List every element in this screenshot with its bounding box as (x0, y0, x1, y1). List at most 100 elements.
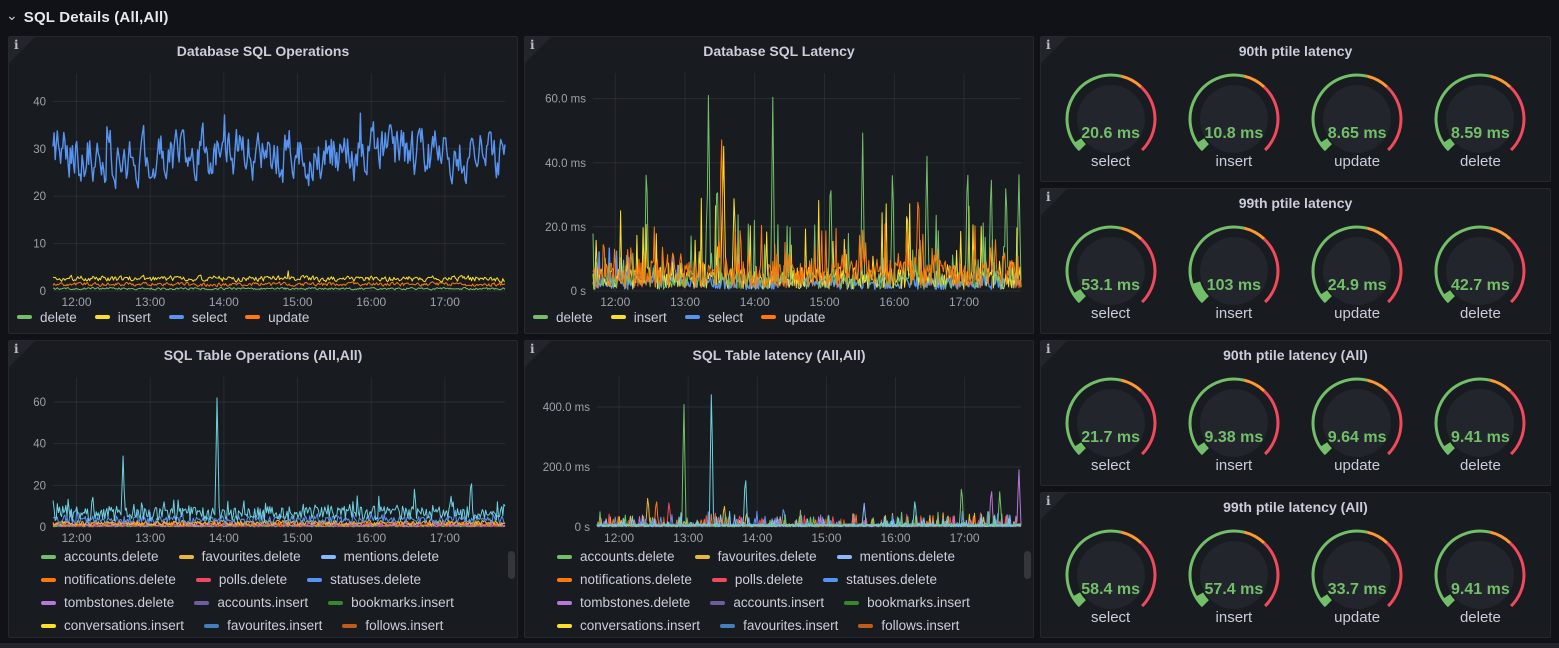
info-icon: i (14, 342, 19, 356)
legend-series-label: accounts.delete (580, 549, 675, 564)
x-tick-label: 13:00 (673, 531, 703, 545)
panel-info-corner[interactable]: i (1041, 189, 1067, 215)
legend-series-swatch (41, 623, 56, 628)
legend-item-favourites-insert[interactable]: favourites.insert (204, 616, 322, 633)
legend-item-accounts-insert[interactable]: accounts.insert (710, 593, 824, 612)
legend-item-insert[interactable]: insert (610, 308, 667, 327)
legend-series-swatch (245, 315, 261, 319)
chart-sql-table-operations[interactable]: 0 20 40 60 12:00 13:00 14:00 15:00 16:00 17:00 (17, 369, 511, 552)
legend-item-favourites-insert[interactable]: favourites.insert (720, 616, 838, 633)
legend-series-label: statuses.delete (330, 572, 421, 587)
legend-series-label: follows.insert (365, 618, 444, 633)
legend-item-bookmarks-insert[interactable]: bookmarks.insert (844, 593, 970, 612)
gauge-series-label: update (1334, 457, 1381, 474)
legend-item-tombstones-delete[interactable]: tombstones.delete (41, 593, 174, 612)
legend-item-follows-insert[interactable]: follows.insert (858, 616, 959, 633)
legend-series-swatch (168, 315, 184, 319)
panel-info-corner[interactable]: i (525, 37, 551, 63)
panel-info-corner[interactable]: i (1041, 37, 1067, 63)
gauge-select: 21.7 ms select (1049, 371, 1172, 483)
legend-series-swatch (610, 315, 626, 319)
legend-series-label: bookmarks.insert (867, 595, 970, 610)
legend-item-update[interactable]: update (761, 308, 825, 327)
gauge-insert: 9.38 ms insert (1172, 371, 1295, 483)
legend-item-polls-delete[interactable]: polls.delete (195, 570, 287, 589)
gauge-series-label: insert (1215, 609, 1253, 626)
legend-scrollbar[interactable] (1024, 551, 1031, 579)
legend-item-delete[interactable]: delete (533, 308, 593, 327)
legend-item-insert[interactable]: insert (94, 308, 151, 327)
legend-item-tombstones-delete[interactable]: tombstones.delete (557, 593, 690, 612)
chart-sql-table-latency[interactable]: 0 s 200.0 ms 400.0 ms 12:00 13:00 14:00 15:00 1… (533, 369, 1027, 552)
panel-info-corner[interactable]: i (9, 341, 35, 367)
legend-item-accounts-delete[interactable]: accounts.delete (557, 547, 675, 566)
panel-info-corner[interactable]: i (1041, 341, 1067, 367)
gauge-value: 8.65 ms (1327, 125, 1387, 142)
legend-item-select[interactable]: select (684, 308, 743, 327)
info-icon: i (14, 38, 19, 52)
panel-title[interactable]: Database SQL Operations (176, 43, 350, 59)
gauge-update: 9.64 ms update (1296, 371, 1419, 483)
gauge-series-label: select (1091, 457, 1131, 474)
legend-series-label: notifications.delete (64, 572, 176, 587)
legend-item-notifications-delete[interactable]: notifications.delete (41, 570, 176, 589)
legend-series-label: favourites.delete (717, 549, 817, 564)
gauge-update: 33.7 ms update (1296, 523, 1419, 635)
legend-item-accounts-delete[interactable]: accounts.delete (41, 547, 159, 566)
legend-series-label: accounts.insert (217, 595, 309, 610)
gauge-series-label: delete (1459, 153, 1501, 170)
panel-title[interactable]: SQL Table latency (All,All) (692, 347, 866, 363)
legend-series-label: statuses.delete (846, 572, 937, 587)
panel-title[interactable]: 90th ptile latency (1238, 43, 1353, 59)
y-tick-label: 30 (33, 144, 46, 156)
legend-series-label: insert (117, 309, 151, 325)
legend-series-swatch (710, 600, 726, 605)
legend-item-polls-delete[interactable]: polls.delete (711, 570, 803, 589)
panel-info-corner[interactable]: i (525, 341, 551, 367)
x-tick-label: 12:00 (600, 295, 630, 309)
info-icon: i (1046, 494, 1051, 508)
x-tick-label: 14:00 (209, 531, 239, 545)
legend-item-update[interactable]: update (245, 308, 309, 327)
legend-item-delete[interactable]: delete (17, 308, 77, 327)
panel-title[interactable]: 90th ptile latency (All) (1223, 347, 1368, 363)
gauge-select: 58.4 ms select (1049, 523, 1172, 635)
panel-title[interactable]: Database SQL Latency (703, 43, 855, 59)
chart-database-sql-latency[interactable]: 0 s 20.0 ms 40.0 ms 60.0 ms 12:00 13:00 14:00 1… (533, 65, 1027, 316)
legend-item-bookmarks-insert[interactable]: bookmarks.insert (328, 593, 454, 612)
legend-item-statuses-delete[interactable]: statuses.delete (307, 570, 421, 589)
panel-title[interactable]: SQL Table Operations (All,All) (163, 347, 363, 363)
legend-item-favourites-delete[interactable]: favourites.delete (178, 547, 301, 566)
legend-item-statuses-delete[interactable]: statuses.delete (823, 570, 937, 589)
legend-item-favourites-delete[interactable]: favourites.delete (694, 547, 817, 566)
legend-series-label: tombstones.delete (64, 595, 175, 610)
legend-series-label: follows.insert (881, 618, 960, 633)
legend-item-conversations-insert[interactable]: conversations.insert (41, 616, 184, 633)
legend-series-swatch (720, 623, 736, 628)
panel-info-corner[interactable]: i (9, 37, 35, 63)
legend-item-conversations-insert[interactable]: conversations.insert (557, 616, 700, 633)
info-icon: i (530, 342, 535, 356)
collapsed-row-edge (0, 643, 1559, 648)
legend-series-label: favourites.delete (201, 549, 301, 564)
legend-item-accounts-insert[interactable]: accounts.insert (194, 593, 308, 612)
y-tick-label: 0 s (571, 286, 587, 298)
chart-database-sql-operations[interactable]: 0 10 20 30 40 12:00 13:00 14:00 15:00 16:00 17:00 (17, 65, 511, 316)
gauge-insert: 103 ms insert (1172, 219, 1295, 331)
panel-database-sql-latency: i Database SQL Latency 0 s 20.0 ms 40.0 ms… (524, 36, 1034, 334)
legend-series-label: conversations.insert (580, 618, 701, 633)
panel-title[interactable]: 99th ptile latency (All) (1223, 499, 1368, 515)
legend-item-mentions-delete[interactable]: mentions.delete (836, 547, 955, 566)
legend-item-notifications-delete[interactable]: notifications.delete (557, 570, 692, 589)
legend-item-mentions-delete[interactable]: mentions.delete (320, 547, 439, 566)
legend-item-follows-insert[interactable]: follows.insert (342, 616, 443, 633)
gauge-value: 53.1 ms (1081, 277, 1140, 294)
legend-scrollbar[interactable] (508, 551, 515, 579)
chart-legend: delete insert select update (533, 307, 1025, 327)
legend-item-select[interactable]: select (168, 308, 227, 327)
x-tick-label: 15:00 (810, 295, 840, 309)
row-header-sql-details[interactable]: ⌄ SQL Details (All,All) (6, 4, 169, 30)
panel-info-corner[interactable]: i (1041, 493, 1067, 519)
panel-title[interactable]: 99th ptile latency (1238, 195, 1353, 211)
legend-series-swatch (844, 600, 860, 605)
